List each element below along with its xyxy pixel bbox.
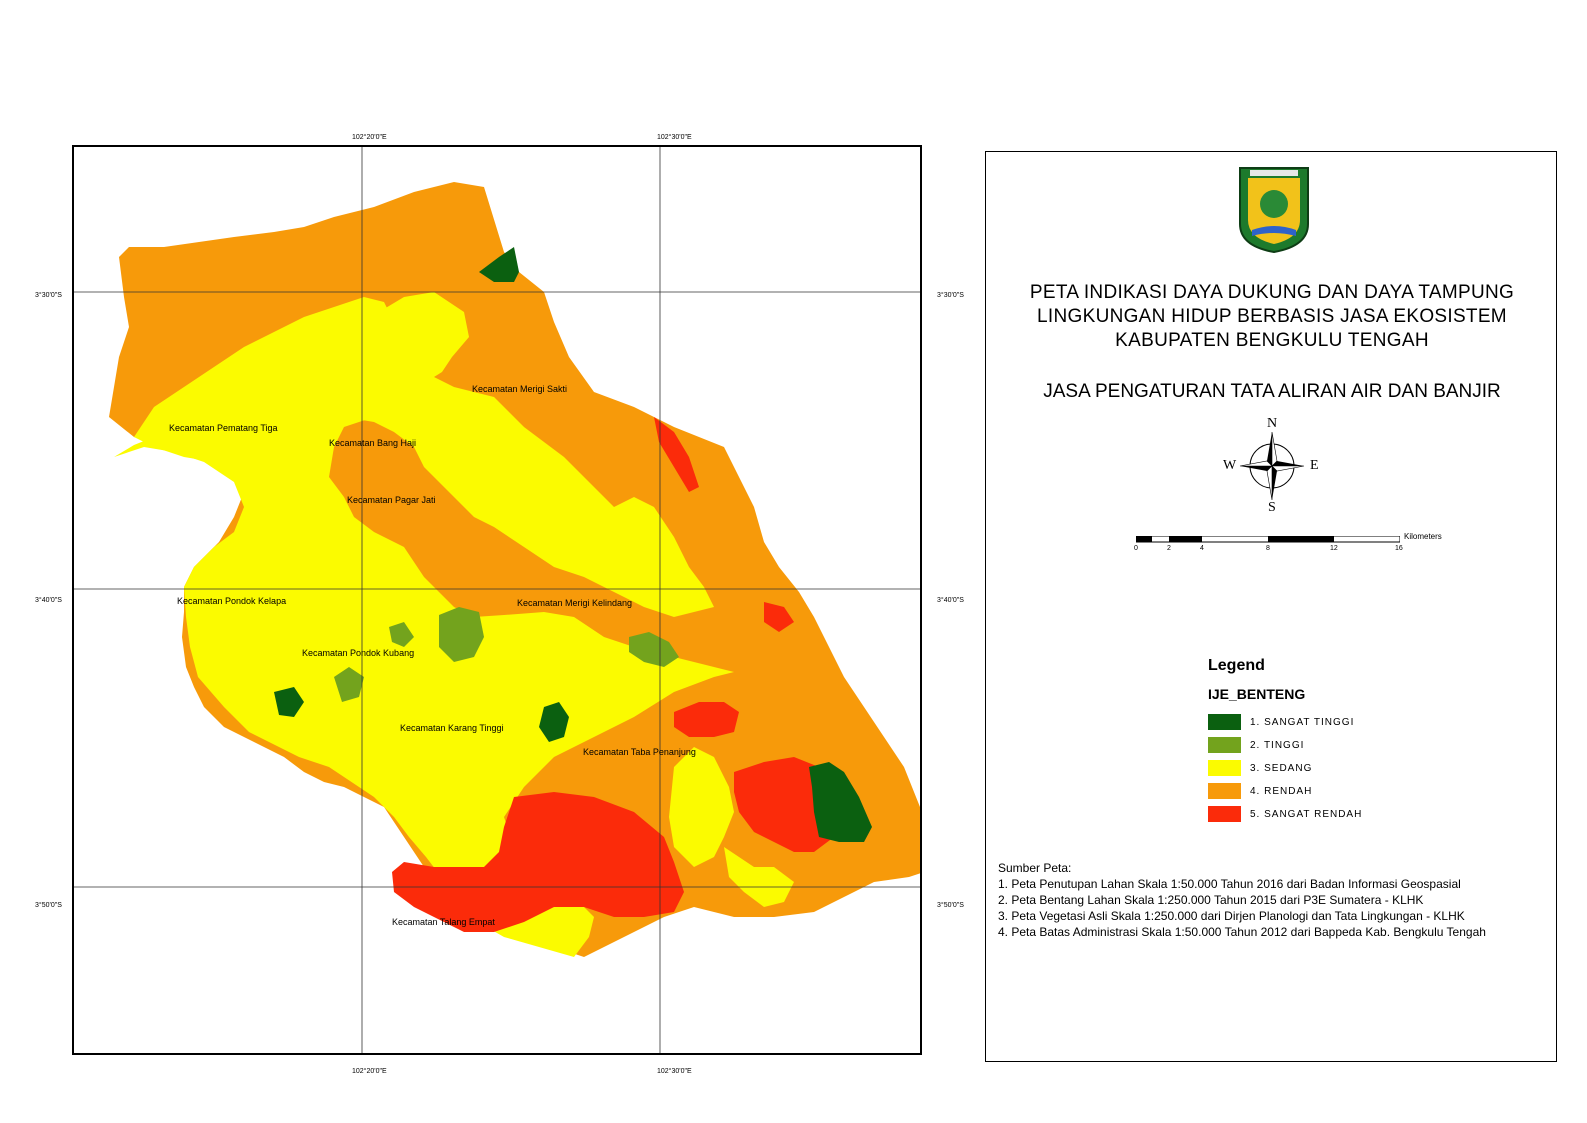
grid-label-left-3: 3°50'0"S xyxy=(35,902,62,909)
legend-layer-name: IJE_BENTENG xyxy=(1208,686,1306,702)
source-line: 4. Peta Batas Administrasi Skala 1:50.00… xyxy=(998,925,1486,939)
scale-bar-graphic xyxy=(1136,536,1400,543)
source-line: 2. Peta Bentang Lahan Skala 1:250.000 Ta… xyxy=(998,893,1424,907)
compass-e: E xyxy=(1310,458,1319,473)
zone-tinggi-patch-c xyxy=(334,622,414,702)
legend-label: 3. SEDANG xyxy=(1250,762,1313,774)
label-pematang-tiga: Kecamatan Pematang Tiga xyxy=(169,423,278,433)
grid-label-left-1: 3°30'0"S xyxy=(35,292,62,299)
map-frame: Kecamatan Merigi Sakti Kecamatan Pematan… xyxy=(72,145,922,1055)
grid-label-left-2: 3°40'0"S xyxy=(35,597,62,604)
compass-rose: N S W E xyxy=(1223,416,1319,515)
compass-n: N xyxy=(1267,416,1278,431)
zone-sangat-tinggi-east xyxy=(809,762,872,842)
zone-sangat-rendah-edge xyxy=(654,417,794,632)
map-title-line-1: PETA INDIKASI DAYA DUKUNG DAN DAYA TAMPU… xyxy=(1029,282,1515,303)
legend-item-sedang: 3. SEDANG xyxy=(1208,759,1312,777)
zone-sangat-tinggi-north xyxy=(479,247,519,282)
label-pondok-kelapa: Kecamatan Pondok Kelapa xyxy=(177,596,287,606)
legend-item-tinggi: 2. TINGGI xyxy=(1208,736,1304,754)
scale-tick-16: 16 xyxy=(1395,545,1403,552)
label-talang-empat: Kecamatan Talang Empat xyxy=(392,917,495,927)
compass-rose-icon xyxy=(1239,431,1305,501)
scale-tick-2: 2 xyxy=(1167,545,1171,552)
zone-sedang-south xyxy=(669,747,794,907)
regency-emblem xyxy=(1239,167,1309,254)
map-title-line-2: LINGKUNGAN HIDUP BERBASIS JASA EKOSISTEM xyxy=(1037,306,1507,327)
info-panel: PETA INDIKASI DAYA DUKUNG DAN DAYA TAMPU… xyxy=(985,151,1557,1062)
label-taba-penanjung: Kecamatan Taba Penanjung xyxy=(583,747,696,757)
legend-title: Legend xyxy=(1208,657,1265,674)
label-pondok-kubang: Kecamatan Pondok Kubang xyxy=(302,648,415,658)
legend-swatch xyxy=(1208,783,1241,799)
zone-sedang xyxy=(114,292,734,957)
scale-tick-8: 8 xyxy=(1266,545,1270,552)
zone-sedang-north xyxy=(134,297,714,617)
graticule xyxy=(74,147,920,1053)
map-canvas xyxy=(74,147,920,1053)
legend-swatch xyxy=(1208,714,1241,730)
legend-label: 2. TINGGI xyxy=(1250,739,1305,751)
zone-tinggi-patch-a xyxy=(439,607,484,662)
legend-label: 5. SANGAT RENDAH xyxy=(1250,808,1363,820)
source-line: 1. Peta Penutupan Lahan Skala 1:50.000 T… xyxy=(998,877,1461,891)
scale-tick-0: 0 xyxy=(1134,545,1138,552)
zone-sangat-rendah-mid xyxy=(674,702,739,737)
label-merigi-kelindang: Kecamatan Merigi Kelindang xyxy=(517,598,633,608)
legend-swatch xyxy=(1208,806,1241,822)
scale-unit: Kilometers xyxy=(1404,532,1442,541)
legend-item-rendah: 4. RENDAH xyxy=(1208,782,1312,800)
zone-tinggi-patch-b xyxy=(629,632,679,667)
legend-item-sangat-tinggi: 1. SANGAT TINGGI xyxy=(1208,713,1354,731)
legend-label: 4. RENDAH xyxy=(1250,785,1313,797)
legend-item-sangat-rendah: 5. SANGAT RENDAH xyxy=(1208,805,1362,823)
source-line: 3. Peta Vegetasi Asli Skala 1:250.000 da… xyxy=(998,909,1465,923)
zone-sangat-rendah-south xyxy=(392,792,684,932)
scale-tick-12: 12 xyxy=(1330,545,1338,552)
map-title-line-3: KABUPATEN BENGKULU TENGAH xyxy=(1115,330,1429,351)
grid-label-right-1: 3°30'0"S xyxy=(937,292,964,299)
grid-label-right-3: 3°50'0"S xyxy=(937,902,964,909)
map-sources: Sumber Peta: 1. Peta Penutupan Lahan Ska… xyxy=(998,860,1486,940)
scale-tick-4: 4 xyxy=(1200,545,1204,552)
grid-label-bottom-left: 102°20'0"E xyxy=(352,1068,387,1075)
grid-label-right-2: 3°40'0"S xyxy=(937,597,964,604)
legend-swatch xyxy=(1208,737,1241,753)
label-karang-tinggi: Kecamatan Karang Tinggi xyxy=(400,723,504,733)
label-pagar-jati: Kecamatan Pagar Jati xyxy=(347,495,436,505)
map-subtitle: JASA PENGATURAN TATA ALIRAN AIR DAN BANJ… xyxy=(1043,381,1501,402)
legend-label: 1. SANGAT TINGGI xyxy=(1250,716,1355,728)
label-merigi-sakti: Kecamatan Merigi Sakti xyxy=(472,384,568,394)
label-bang-haji: Kecamatan Bang Haji xyxy=(329,438,417,448)
compass-s: S xyxy=(1268,500,1276,515)
compass-w: W xyxy=(1223,458,1237,473)
sources-heading: Sumber Peta: xyxy=(998,861,1072,875)
legend-swatch xyxy=(1208,760,1241,776)
grid-label-top-left: 102°20'0"E xyxy=(352,134,387,141)
grid-label-bottom-right: 102°30'0"E xyxy=(657,1068,692,1075)
grid-label-top-right: 102°30'0"E xyxy=(657,134,692,141)
